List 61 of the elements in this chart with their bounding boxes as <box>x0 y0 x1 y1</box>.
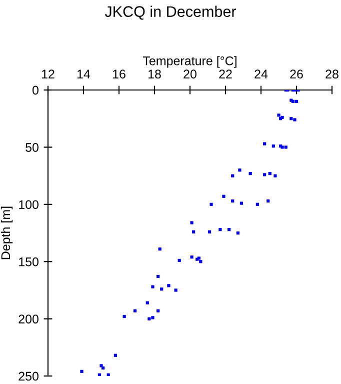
point <box>231 199 234 203</box>
y-tick-label: 250 <box>18 372 38 381</box>
point <box>158 247 162 251</box>
y-tick-label: 200 <box>18 314 38 324</box>
x-tick-label: 12 <box>42 70 54 78</box>
point <box>231 174 234 178</box>
point <box>133 309 137 312</box>
y-tick-label: 150 <box>19 257 38 266</box>
point <box>294 100 298 103</box>
chart-title: JKCQ in December <box>104 6 236 20</box>
point <box>262 142 266 146</box>
point <box>190 255 194 259</box>
y-tick-label: 100 <box>19 200 38 210</box>
x-tick-label: 16 <box>113 70 126 78</box>
y-tick-label: 50 <box>26 143 38 152</box>
point <box>236 231 240 235</box>
point <box>148 317 151 320</box>
point <box>122 314 126 318</box>
x-tick-label: 26 <box>290 70 303 78</box>
point <box>238 168 242 172</box>
point <box>268 172 272 176</box>
point <box>218 228 222 232</box>
point <box>274 174 277 178</box>
point <box>210 202 213 206</box>
x-tick-label: 22 <box>219 70 232 78</box>
point <box>160 288 164 291</box>
point <box>256 202 260 206</box>
point <box>167 284 170 288</box>
point <box>240 202 244 205</box>
x-tick-label: 24 <box>254 70 268 78</box>
point <box>174 288 178 292</box>
point <box>248 172 252 176</box>
point <box>101 366 105 370</box>
point <box>284 146 288 149</box>
x-axis-title: Temperature [°C] <box>142 56 236 68</box>
point <box>227 228 231 232</box>
point <box>151 285 154 288</box>
y-tick-label: 0 <box>32 86 38 95</box>
point <box>293 118 296 122</box>
x-tick-label: 20 <box>184 70 196 78</box>
point <box>222 194 226 198</box>
point <box>114 354 118 357</box>
point <box>151 316 154 320</box>
point <box>146 301 149 304</box>
x-tick-label: 14 <box>78 70 90 78</box>
y-axis-title: Depth [m] <box>0 206 13 260</box>
point <box>190 221 194 224</box>
x-tick-label: 28 <box>326 70 338 78</box>
point <box>192 230 196 234</box>
point <box>156 274 160 278</box>
point <box>290 117 293 120</box>
point <box>266 199 270 203</box>
x-tick-label: 18 <box>148 70 161 78</box>
point <box>156 309 160 312</box>
point <box>199 260 202 264</box>
point <box>178 258 181 262</box>
point <box>277 114 280 117</box>
point <box>262 173 266 176</box>
point <box>272 144 275 148</box>
point <box>80 370 84 373</box>
point <box>208 230 212 234</box>
